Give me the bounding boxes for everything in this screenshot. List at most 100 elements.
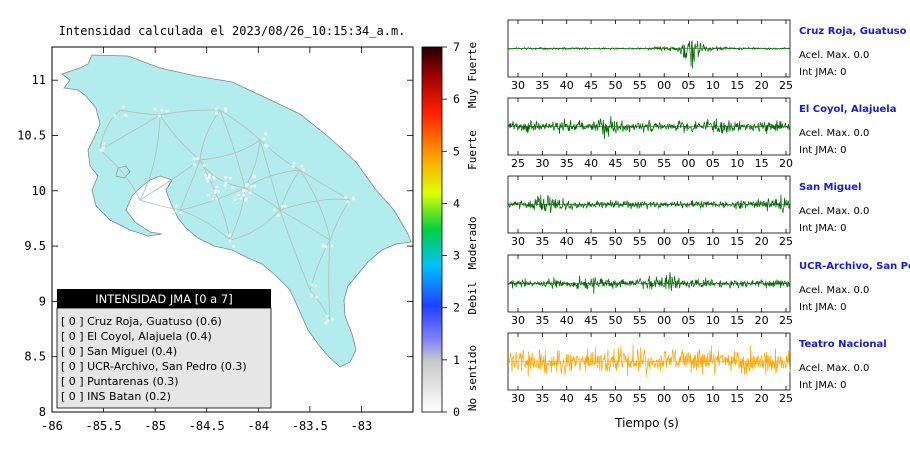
station-x-tick-label: 50 <box>608 314 622 327</box>
town-dot <box>141 201 145 205</box>
road <box>139 114 161 201</box>
station-x-tick-label: 25 <box>779 314 793 327</box>
town-dot <box>165 109 169 113</box>
town-dot <box>243 189 247 193</box>
town-dot <box>207 193 211 197</box>
town-dot <box>344 195 348 199</box>
legend-header <box>57 289 271 308</box>
colorbar-label-fuerte: Fuerte <box>466 130 479 170</box>
station-name: Cruz Roja, Guatuso <box>799 26 907 37</box>
station-x-tick-label: 55 <box>633 392 647 405</box>
town-dot <box>202 163 206 167</box>
map-x-tick-label: -83 <box>351 419 373 433</box>
town-dot <box>229 176 232 180</box>
legend-title: INTENSIDAD JMA [0 a 7] <box>95 292 232 306</box>
town-dot <box>330 317 334 321</box>
station-x-tick-label: 05 <box>706 157 720 170</box>
station-x-tick-label: 50 <box>608 392 622 405</box>
intensity-map: Intensidad calculada el 2023/08/26_10:15… <box>17 24 414 433</box>
town-dot <box>217 190 221 194</box>
town-dot <box>223 109 228 113</box>
road <box>219 109 246 189</box>
station-panel: 30 35 40 45 50 55 00 05 10 15 20 25 Teatro Nacional A… <box>507 332 887 405</box>
station-name: San Miguel <box>799 182 861 193</box>
station-waveform <box>507 272 791 294</box>
map-y-axis: 8 8.5 9 9.5 10 10.5 11 <box>17 73 413 419</box>
town-dot <box>241 189 245 193</box>
road <box>299 169 331 241</box>
town-dot <box>224 175 228 179</box>
road <box>179 209 231 241</box>
station-x-tick-label: 15 <box>755 157 769 170</box>
station-peak-accel: Acel. Max. 0.0 <box>799 206 869 217</box>
town-dot <box>273 208 277 212</box>
station-x-tick-label: 30 <box>535 157 549 170</box>
town-dot <box>310 293 314 297</box>
station-name: UCR-Archivo, San Pedro <box>799 261 910 272</box>
town-dot <box>207 176 211 180</box>
map-x-tick-label: -85 <box>144 419 166 433</box>
station-x-tick-label: 45 <box>584 314 598 327</box>
road <box>119 109 161 116</box>
town-dot <box>172 212 176 216</box>
colorbar-label-no-sentido: No sentido <box>466 345 479 411</box>
town-dot <box>205 177 209 180</box>
road <box>309 289 331 321</box>
town-dot <box>113 114 117 118</box>
colorbar-tick-label: 1 <box>453 353 460 367</box>
road <box>139 199 181 211</box>
town-dot <box>228 239 232 243</box>
town-dot <box>232 244 236 248</box>
town-dot <box>212 175 215 179</box>
town-dot <box>175 204 179 208</box>
road <box>179 159 201 211</box>
town-dot <box>330 244 334 248</box>
time-axis-label: Tiempo (s) <box>614 416 679 430</box>
town-dot <box>249 191 252 195</box>
town-dot <box>214 107 218 111</box>
town-dot <box>237 193 241 197</box>
station-x-tick-label: 10 <box>706 314 720 327</box>
station-x-tick-label: 40 <box>560 314 574 327</box>
station-x-tick-label: 50 <box>608 235 622 248</box>
station-name: Teatro Nacional <box>799 339 887 350</box>
road <box>279 198 351 211</box>
station-waveform <box>507 194 791 214</box>
map-title: Intensidad calculada el 2023/08/26_10:15… <box>59 24 406 38</box>
station-x-tick-label: 25 <box>779 79 793 92</box>
town-dot <box>231 186 235 189</box>
town-dot <box>292 161 296 165</box>
station-x-tick-label: 20 <box>755 314 769 327</box>
town-dot <box>233 198 237 201</box>
town-dot <box>325 318 329 323</box>
colorbar-label-debil: Debil <box>466 281 479 314</box>
station-x-tick-label: 25 <box>511 157 525 170</box>
town-dot <box>265 144 269 148</box>
station-x-tick-label: 00 <box>657 392 671 405</box>
town-dot <box>283 204 287 208</box>
station-panel: 25 30 35 40 45 50 55 00 05 10 15 20 El Coyol, Alajue… <box>507 97 896 170</box>
station-x-tick-label: 40 <box>560 392 574 405</box>
town-dot <box>324 244 328 249</box>
station-x-tick-label: 45 <box>584 392 598 405</box>
road <box>279 209 331 241</box>
station-x-tick-label: 55 <box>633 235 647 248</box>
road <box>179 187 246 211</box>
station-x-tick-label: 15 <box>730 392 744 405</box>
station-x-tick-label: 30 <box>511 235 525 248</box>
town-dot <box>244 184 248 188</box>
road <box>159 114 201 161</box>
station-name: El Coyol, Alajuela <box>799 104 896 115</box>
station-x-tick-label: 15 <box>730 79 744 92</box>
road <box>99 149 141 201</box>
station-waveform <box>507 39 791 69</box>
station-x-tick-label: 20 <box>755 79 769 92</box>
station-x-tick-label: 05 <box>682 392 696 405</box>
station-x-tick-label: 30 <box>511 314 525 327</box>
station-x-tick-label: 40 <box>560 235 574 248</box>
legend-item: [ 0 ] INS Batan (0.2) <box>61 390 171 403</box>
colorbar-label-muy-fuerte: Muy Fuerte <box>466 42 479 108</box>
town-dot <box>211 197 215 201</box>
town-dot <box>160 108 164 112</box>
legend-item: [ 0 ] UCR-Archivo, San Pedro (0.3) <box>61 360 247 373</box>
